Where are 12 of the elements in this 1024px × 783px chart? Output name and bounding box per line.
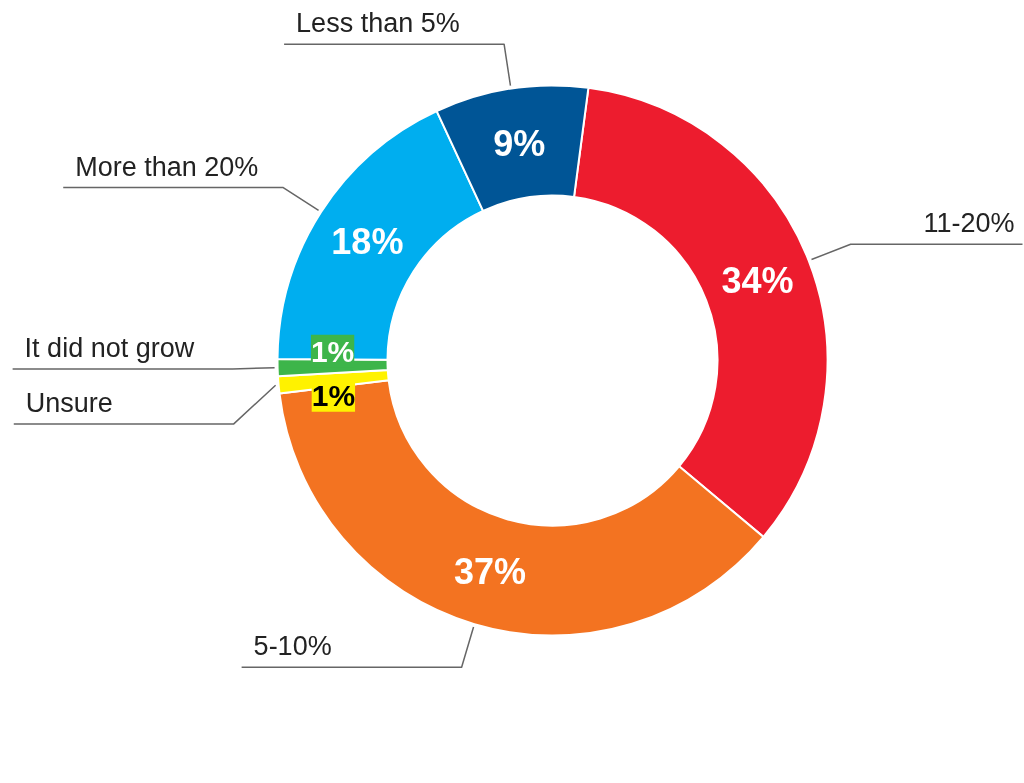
slice-label: Less than 5% — [296, 8, 460, 39]
slice-label: More than 20% — [75, 151, 259, 182]
slice-label: It did not grow — [24, 332, 195, 363]
slice-label: 11-20% — [923, 208, 1015, 239]
data-label: 34% — [721, 260, 794, 302]
slice-label: Unsure — [25, 387, 113, 418]
data-label: 1% — [311, 378, 356, 412]
slice-label: 5-10% — [253, 631, 332, 662]
data-label: 1% — [310, 334, 355, 368]
data-label: 18% — [331, 221, 404, 263]
data-label: 37% — [453, 550, 527, 592]
data-label: 9% — [493, 122, 546, 164]
